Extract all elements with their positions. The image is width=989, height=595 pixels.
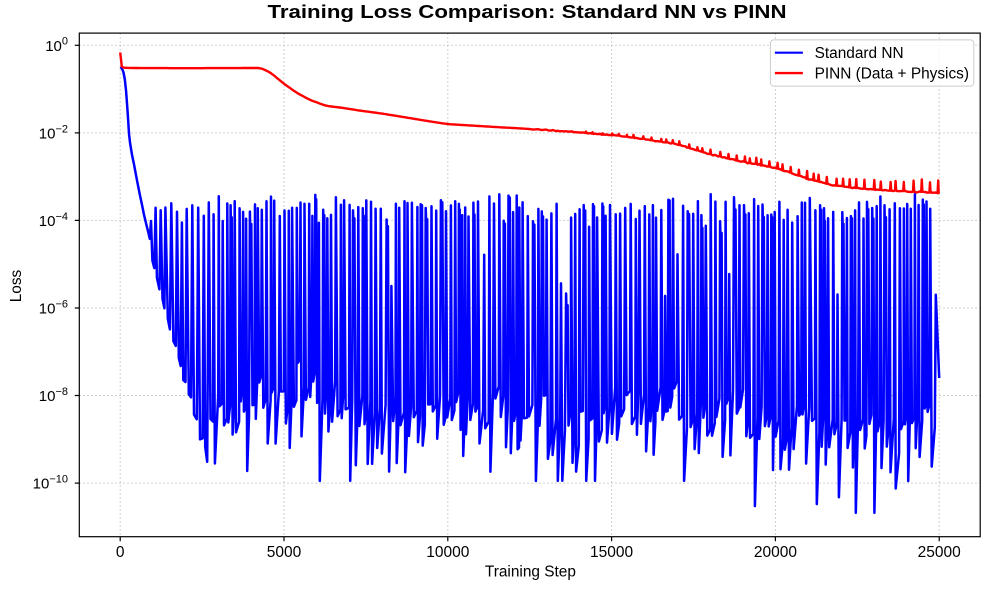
svg-text:Training Loss Comparison: Stan: Training Loss Comparison: Standard NN vs… xyxy=(268,1,787,22)
svg-text:25000: 25000 xyxy=(918,544,961,561)
svg-text:Standard NN: Standard NN xyxy=(815,45,904,62)
svg-text:15000: 15000 xyxy=(590,544,633,561)
svg-text:Loss: Loss xyxy=(8,269,25,302)
svg-text:5000: 5000 xyxy=(267,544,302,561)
svg-text:10000: 10000 xyxy=(426,544,469,561)
svg-text:PINN (Data + Physics): PINN (Data + Physics) xyxy=(815,65,969,82)
svg-text:Training Step: Training Step xyxy=(485,564,576,581)
svg-text:20000: 20000 xyxy=(754,544,797,561)
svg-text:0: 0 xyxy=(116,544,125,561)
